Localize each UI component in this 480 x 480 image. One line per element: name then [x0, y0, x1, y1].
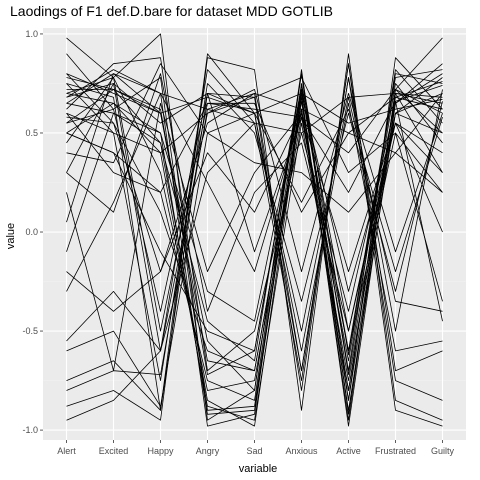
x-tick-label: Frustrated — [375, 446, 416, 456]
series-line-19 — [66, 53, 443, 421]
series-line-38 — [66, 81, 443, 376]
series-line-33 — [66, 69, 443, 134]
x-tick-label: Happy — [147, 446, 174, 456]
series-line-25 — [66, 83, 443, 382]
x-tick-label: Angry — [196, 446, 220, 456]
series-line-6 — [66, 73, 443, 427]
series-line-9 — [66, 77, 443, 427]
y-tick-label: 1.0 — [25, 29, 38, 39]
x-tick-label: Excited — [99, 446, 129, 456]
x-axis-title: variable — [239, 463, 278, 475]
series-line-37 — [66, 69, 443, 362]
x-tick-label: Anxious — [285, 446, 318, 456]
y-tick-label: -1.0 — [22, 425, 38, 435]
x-tick-label: Active — [336, 446, 361, 456]
x-tick-label: Sad — [246, 446, 262, 456]
series-line-30 — [66, 77, 443, 124]
series-line-32 — [66, 77, 443, 193]
series-line-36 — [66, 112, 443, 312]
x-tick-label: Guilty — [431, 446, 455, 456]
series-line-31 — [66, 73, 443, 273]
y-tick-label: 0.5 — [25, 128, 38, 138]
y-tick-label: -0.5 — [22, 326, 38, 336]
series-line-11 — [66, 77, 443, 391]
series-lines — [66, 33, 443, 427]
series-line-35 — [66, 85, 443, 193]
x-axis: Alert Excited Happy Angry Sad Anxious Active Fr… — [57, 440, 454, 456]
y-axis: 1.0 0.5 0.0 -0.5 -1.0 — [22, 29, 43, 435]
y-tick-label: 0.0 — [25, 227, 38, 237]
chart-title: Laodings of F1 def.D.bare for dataset MD… — [10, 3, 333, 19]
series-line-13 — [66, 69, 443, 401]
y-axis-title: value — [5, 223, 17, 249]
series-line-21 — [66, 102, 443, 372]
x-tick-label: Alert — [57, 446, 76, 456]
series-line-34 — [66, 83, 443, 253]
